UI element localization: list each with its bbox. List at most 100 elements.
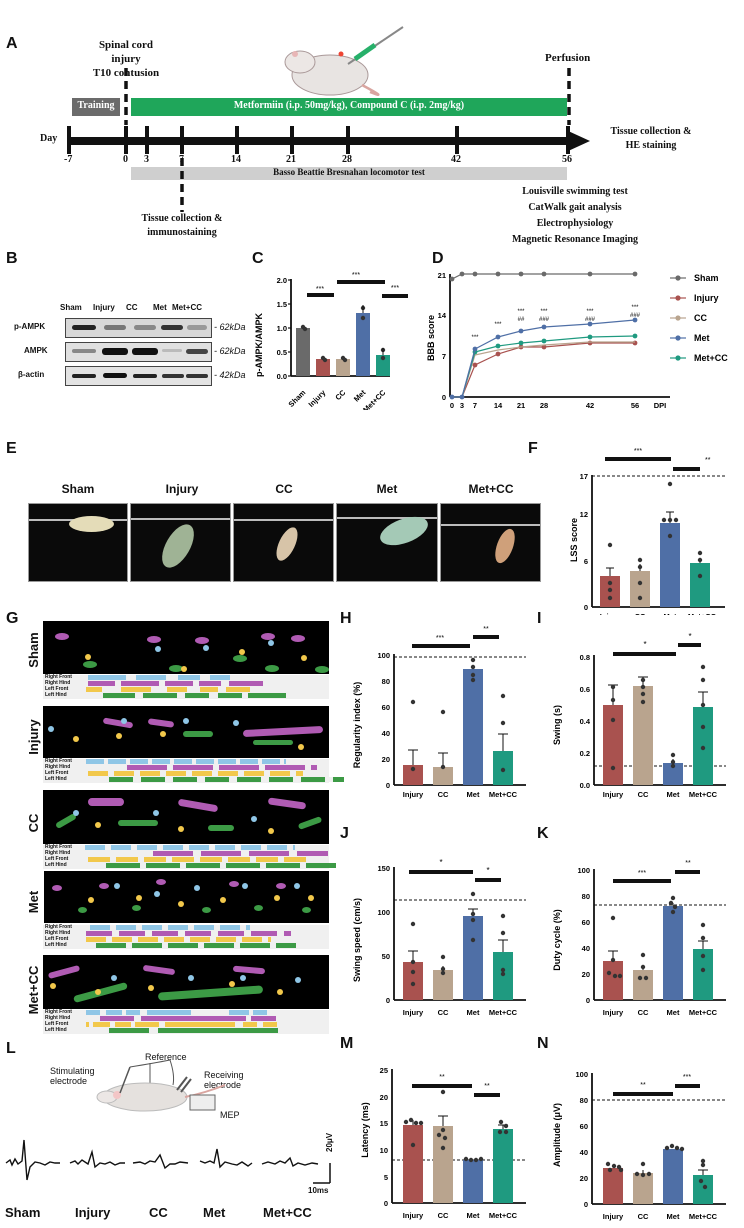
svg-text:Met+CC: Met+CC <box>688 612 717 615</box>
blot-row-pampk: p-AMPK - 62kDa <box>10 318 250 338</box>
svg-text:60: 60 <box>382 703 390 712</box>
svg-text:Met+CC: Met+CC <box>689 790 718 799</box>
svg-text:21: 21 <box>517 401 525 410</box>
svg-text:Met: Met <box>467 1211 480 1220</box>
svg-text:Met+CC: Met+CC <box>689 1008 718 1017</box>
day-label: Day <box>40 133 58 144</box>
svg-text:5: 5 <box>384 1173 388 1182</box>
svg-text:**: ** <box>705 457 711 464</box>
svg-text:80: 80 <box>580 1096 588 1105</box>
svg-text:CC: CC <box>438 790 449 799</box>
svg-text:21: 21 <box>438 271 446 280</box>
svg-text:CC: CC <box>638 790 649 799</box>
svg-text:Met+CC: Met+CC <box>694 353 728 363</box>
svg-text:Injury: Injury <box>603 1212 624 1221</box>
tissue-he-label: Tissue collection & <box>610 126 692 137</box>
svg-text:Duty cycle (%): Duty cycle (%) <box>552 909 562 971</box>
svg-text:***: *** <box>517 309 525 315</box>
svg-text:100: 100 <box>577 866 590 875</box>
gait-timing-met: Right Front Right Hind Left Front Left H… <box>43 925 329 949</box>
gait-print-cc <box>43 790 329 844</box>
svg-text:0.6: 0.6 <box>580 685 590 694</box>
svg-text:*: * <box>643 640 646 649</box>
svg-text:Met+CC: Met+CC <box>489 1211 518 1220</box>
panel-f-label: F <box>528 440 538 457</box>
svg-text:80: 80 <box>382 677 390 686</box>
swim-photo-cc <box>233 503 334 582</box>
gait-print-sham <box>43 621 329 674</box>
swim-photo-injury <box>130 503 231 582</box>
svg-text:0: 0 <box>450 401 454 410</box>
svg-text:Met: Met <box>467 790 480 799</box>
svg-text:**: ** <box>685 860 691 867</box>
svg-text:***: *** <box>436 635 444 642</box>
svg-text:17: 17 <box>580 472 588 481</box>
perfusion-label: Perfusion <box>545 52 591 64</box>
svg-text:Sham: Sham <box>694 273 719 283</box>
svg-text:0.0: 0.0 <box>277 372 287 381</box>
blot-row-ampk: AMPK - 62kDa <box>10 342 250 362</box>
svg-text:**: ** <box>640 1082 646 1089</box>
svg-text:20: 20 <box>580 1174 588 1183</box>
svg-text:Regularity index (%): Regularity index (%) <box>352 682 362 769</box>
panel-n-label: N <box>537 1035 549 1052</box>
gait-timing-injury: Right Front Right Hind Left Front Left H… <box>43 759 344 783</box>
gait-timing-metcc: Right Front Right Hind Left Front Left H… <box>43 1010 329 1034</box>
chart-c: p-AMPK/AMPK 0.0 0.5 1.0 1.5 2.0 *** *** Sham… <box>254 272 390 410</box>
svg-text:40: 40 <box>580 1148 588 1157</box>
svg-text:Swing speed (cm/s): Swing speed (cm/s) <box>352 898 362 982</box>
svg-text:Met: Met <box>667 1008 680 1017</box>
blot-row-bactin: β-actin - 42kDa <box>10 366 250 386</box>
svg-text:0: 0 <box>584 603 588 612</box>
svg-text:***: *** <box>352 272 360 279</box>
panel-j-label: J <box>340 825 349 842</box>
training-bar <box>72 98 120 116</box>
svg-text:15: 15 <box>380 1119 388 1128</box>
chart-m: Latency (ms) 0 5 10 15 20 25 ** ** Injury CC Me… <box>360 1066 526 1220</box>
svg-text:CC: CC <box>333 388 347 402</box>
svg-text:***: *** <box>316 286 324 293</box>
timeline-diagram <box>67 26 590 212</box>
svg-text:Injury: Injury <box>600 612 621 615</box>
svg-text:##: ## <box>518 317 525 323</box>
svg-text:100: 100 <box>377 908 390 917</box>
svg-text:7: 7 <box>442 352 446 361</box>
panel-h-label: H <box>340 610 352 627</box>
chart-j: Swing speed (cm/s) 0 50 100 150 * * Injury C… <box>352 858 526 1017</box>
svg-text:50: 50 <box>382 952 390 961</box>
svg-text:CC: CC <box>694 313 707 323</box>
svg-text:CC: CC <box>638 1212 649 1221</box>
panel-b-label: B <box>6 250 18 267</box>
day-ticks: -7 0 3 7 14 21 28 42 56 <box>64 154 572 165</box>
swim-photo-met <box>336 503 438 582</box>
bbb-test-label: Basso Beattie Bresnahan locomotor test <box>273 167 425 177</box>
scale-time-label: 10ms <box>308 1186 329 1195</box>
svg-text:p-AMPK/AMPK: p-AMPK/AMPK <box>254 313 264 377</box>
svg-text:Met: Met <box>664 612 677 615</box>
svg-text:0: 0 <box>442 393 446 402</box>
svg-text:Met+CC: Met+CC <box>689 1212 718 1221</box>
svg-text:Sham: Sham <box>287 388 308 409</box>
svg-text:0.5: 0.5 <box>277 348 287 357</box>
svg-text:Met: Met <box>667 790 680 799</box>
svg-text:60: 60 <box>582 918 590 927</box>
svg-text:Met: Met <box>667 1212 680 1221</box>
swim-photo-sham <box>28 503 128 582</box>
svg-text:0: 0 <box>584 1200 588 1209</box>
svg-text:12: 12 <box>580 510 588 519</box>
rat-injection-icon <box>284 26 404 97</box>
gait-timing-sham: Right Front Right Hind Left Front Left H… <box>43 675 329 699</box>
svg-text:60: 60 <box>580 1122 588 1131</box>
stimulating-electrode-label: Stimulating electrode <box>50 1066 95 1086</box>
svg-text:CC: CC <box>438 1211 449 1220</box>
svg-text:***: *** <box>634 448 642 455</box>
gait-print-metcc <box>43 955 329 1009</box>
svg-text:*: * <box>688 632 691 641</box>
training-label: Training <box>77 100 115 111</box>
svg-text:28: 28 <box>540 401 548 410</box>
svg-text:0.8: 0.8 <box>580 653 590 662</box>
svg-text:Met+CC: Met+CC <box>361 388 388 410</box>
svg-text:1.5: 1.5 <box>277 300 287 309</box>
chart-c-sig-3: *** <box>382 285 408 298</box>
